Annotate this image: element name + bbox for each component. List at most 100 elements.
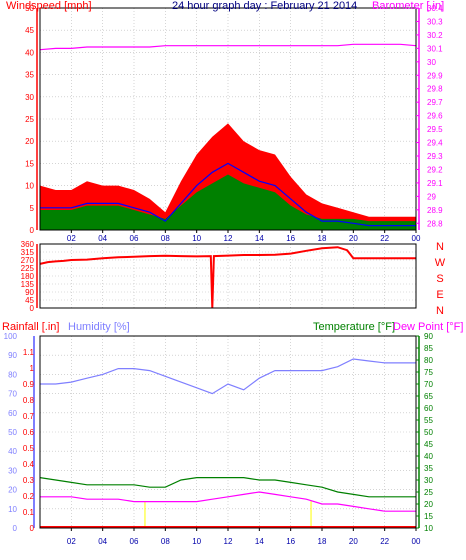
climate-x-tick-label: 22	[380, 537, 389, 546]
climate-x-tick-label: 10	[192, 537, 201, 546]
wind-y-tick-label: 30	[25, 93, 34, 102]
barometer-tick-label: 29	[427, 192, 436, 201]
barometer-tick-label: 29.1	[427, 179, 443, 188]
direction-y-tick-label: 0	[30, 304, 35, 313]
rain-tick-label: 0.8	[23, 396, 35, 405]
barometer-tick-label: 29.3	[427, 152, 443, 161]
barometer-tick-label: 29.5	[427, 125, 443, 134]
barometer-y-ticks: 28.8 28.9 29 29.1 29.2 29.3 29.4 29.5 29.6 29.7 29…	[416, 4, 443, 230]
wind-x-tick-label: 06	[130, 234, 139, 243]
wind-x-tick-label: 00	[412, 234, 421, 243]
direction-y-tick-label: 135	[21, 280, 35, 289]
climate-x-tick-label: 02	[67, 537, 76, 546]
direction-series-line	[39, 246, 416, 309]
climate-x-tick-label: 04	[98, 537, 107, 546]
humidity-label: Humidity [%]	[68, 321, 130, 333]
barometer-tick-label: 29.8	[427, 85, 443, 94]
temperature-tick-label: 40	[424, 452, 433, 461]
temperature-label: Temperature [°F]	[313, 321, 395, 333]
climate-x-tick-label: 16	[286, 537, 295, 546]
temperature-tick-label: 90	[424, 332, 433, 341]
climate-x-ticks: 02 04 06 08 10 12 14 16 18 20 22 00	[67, 528, 421, 546]
humidity-tick-label: 30	[8, 466, 17, 475]
barometer-tick-label: 28.8	[427, 219, 443, 228]
humidity-y-ticks: 0 10 20 30 40 50 60 70 80 90 100	[4, 332, 18, 533]
wind-y-tick-label: 45	[25, 26, 34, 35]
wind-x-tick-label: 02	[67, 234, 76, 243]
rain-tick-label: 0.6	[23, 428, 35, 437]
temperature-tick-label: 80	[424, 356, 433, 365]
temperature-tick-label: 15	[424, 512, 433, 521]
rain-tick-label: 0.1	[23, 508, 35, 517]
direction-y-tick-label: 180	[21, 272, 35, 281]
temperature-tick-label: 75	[424, 368, 433, 377]
compass-letter: E	[436, 289, 443, 301]
wind-grid	[40, 7, 417, 231]
humidity-tick-label: 80	[8, 370, 17, 379]
humidity-tick-label: 0	[13, 524, 18, 533]
direction-y-tick-label: 315	[21, 248, 35, 257]
barometer-tick-label: 30.2	[427, 31, 443, 40]
barometer-tick-label: 28.9	[427, 206, 443, 215]
rain-tick-label: 0.2	[23, 492, 35, 501]
wind-x-tick-label: 04	[98, 234, 107, 243]
climate-x-tick-label: 00	[412, 537, 421, 546]
wind-x-tick-label: 08	[161, 234, 170, 243]
dewpoint-label: Dew Point [°F]	[393, 321, 463, 333]
barometer-tick-label: 29.2	[427, 165, 443, 174]
climate-x-tick-label: 06	[130, 537, 139, 546]
sun-markers	[144, 500, 312, 528]
barometer-tick-label: 29.9	[427, 71, 443, 80]
wind-y-tick-label: 35	[25, 71, 34, 80]
barometer-tick-label: 30.3	[427, 17, 443, 26]
temperature-tick-label: 55	[424, 416, 433, 425]
temperature-tick-label: 50	[424, 428, 433, 437]
rain-tick-label: 0.9	[23, 380, 35, 389]
temperature-tick-label: 45	[424, 440, 433, 449]
temperature-tick-label: 10	[424, 524, 433, 533]
windspeed-label: Windspeed [mph]	[6, 0, 92, 12]
climate-x-tick-label: 08	[161, 537, 170, 546]
temperature-tick-label: 70	[424, 380, 433, 389]
compass-letter: S	[436, 273, 443, 285]
rain-tick-label: 0.3	[23, 476, 35, 485]
dewpoint-line	[40, 491, 416, 512]
wind-x-tick-label: 16	[286, 234, 295, 243]
humidity-tick-label: 90	[8, 351, 17, 360]
direction-y-tick-label: 90	[25, 288, 34, 297]
wind-x-tick-label: 22	[380, 234, 389, 243]
humidity-tick-label: 40	[8, 447, 17, 456]
wind-lines	[39, 43, 417, 227]
rain-tick-label: 0.5	[23, 444, 35, 453]
temperature-tick-label: 35	[424, 464, 433, 473]
temperature-line	[39, 477, 416, 498]
direction-y-tick-label: 360	[21, 240, 35, 249]
rain-tick-label: 0.7	[23, 412, 35, 421]
wind-y-tick-label: 40	[25, 48, 34, 57]
barometer-tick-label: 29.4	[427, 139, 443, 148]
humidity-tick-label: 50	[8, 428, 17, 437]
direction-y-tick-label: 225	[21, 264, 35, 273]
rain-tick-label: 0	[30, 524, 35, 533]
wind-gust-bars	[40, 123, 416, 230]
barometer-tick-label: 29.6	[427, 112, 443, 121]
chart-title: 24 hour graph day : February 21 2014	[172, 0, 357, 12]
compass-letter: N	[436, 241, 444, 253]
wind-x-tick-label: 14	[255, 234, 264, 243]
barometer-tick-label: 30.1	[427, 44, 443, 53]
wind-x-ticks: 02 04 06 08 10 12 14 16 18 20 22 00	[67, 230, 421, 243]
direction-line	[39, 246, 416, 309]
barometer-line	[39, 43, 417, 51]
temperature-tick-label: 85	[424, 344, 433, 353]
temperature-y-ticks: 10 15 20 25 30 35 40 45 50 55 60 65 70 75 80 85 90	[416, 332, 433, 533]
temperature-tick-label: 60	[424, 404, 433, 413]
barometer-tick-label: 30	[427, 58, 436, 67]
wind-y-tick-label: 10	[25, 182, 34, 191]
